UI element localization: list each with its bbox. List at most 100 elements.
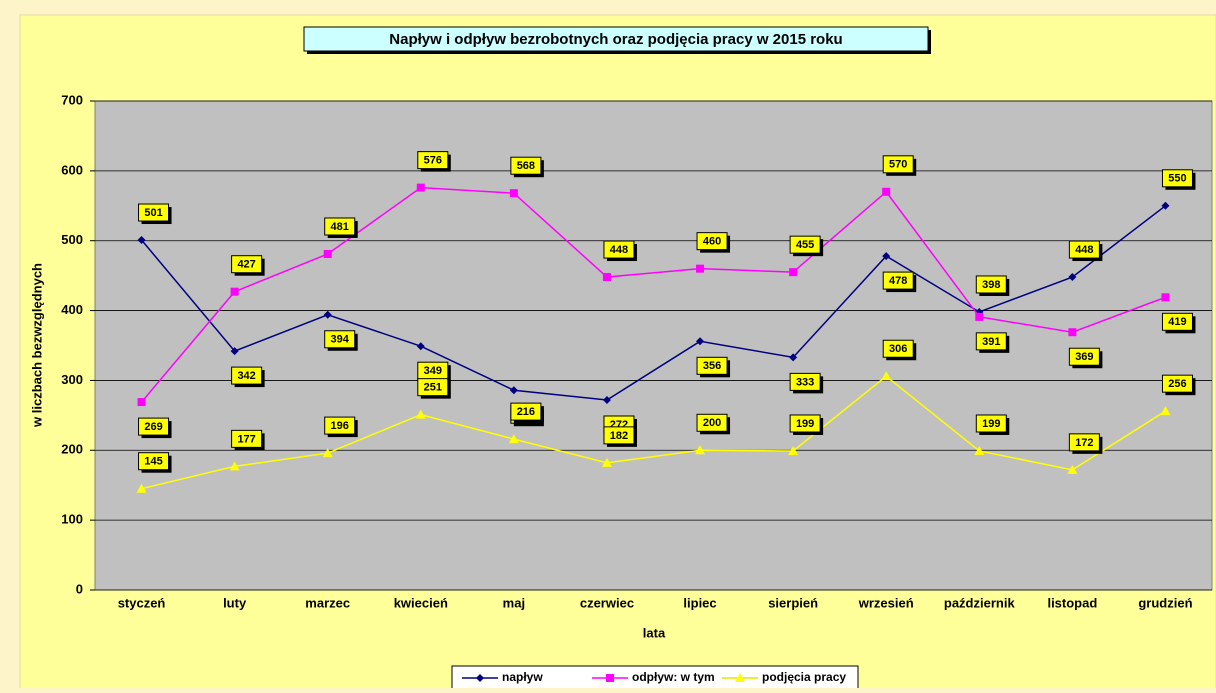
label-box — [696, 413, 728, 432]
data-label: 251 — [424, 382, 442, 394]
title-box — [303, 26, 929, 52]
marker — [1160, 406, 1171, 416]
x-tick-label: styczeń — [118, 595, 166, 610]
data-label: 427 — [237, 259, 255, 271]
x-tick-label: maj — [503, 595, 525, 610]
label-box — [975, 275, 1007, 294]
x-tick-label: lipiec — [683, 595, 716, 610]
label-box — [975, 414, 1007, 433]
label-box — [1161, 374, 1193, 393]
marker — [695, 445, 706, 455]
x-tick-label: wrzesień — [858, 595, 914, 610]
marker — [509, 386, 518, 395]
series-line — [141, 375, 1166, 490]
label-box — [324, 416, 356, 435]
label-box — [603, 240, 635, 259]
marker — [1068, 273, 1077, 282]
legend-label: podjęcia pracy — [762, 670, 846, 684]
x-tick-label: kwiecień — [394, 595, 448, 610]
marker — [230, 347, 239, 356]
marker — [230, 287, 239, 296]
label-box — [696, 356, 728, 375]
data-label: 199 — [796, 418, 814, 430]
data-label: 342 — [237, 370, 255, 382]
y-tick-label: 400 — [61, 302, 83, 317]
marker — [1161, 201, 1170, 210]
y-tick-label: 200 — [61, 442, 83, 457]
marker — [881, 371, 892, 381]
marker — [416, 342, 425, 351]
y-axis-title: w liczbach bezwzględnych — [29, 263, 44, 428]
label-box — [603, 426, 635, 445]
marker — [476, 674, 484, 682]
marker — [416, 183, 425, 192]
label-box — [1161, 169, 1193, 188]
data-label: 448 — [610, 244, 628, 256]
label-box — [231, 255, 263, 274]
marker — [882, 252, 891, 261]
x-axis-title: lata — [643, 625, 666, 640]
legend-label: odpływ: w tym — [632, 670, 715, 684]
data-label: 369 — [1075, 351, 1093, 363]
marker — [601, 457, 612, 467]
data-label: 570 — [889, 159, 907, 171]
marker — [882, 187, 891, 196]
marker — [696, 337, 705, 346]
marker — [788, 445, 799, 455]
label-box — [138, 203, 170, 222]
marker — [136, 483, 147, 493]
marker — [1067, 464, 1078, 474]
x-tick-label: luty — [223, 595, 247, 610]
y-tick-label: 300 — [61, 372, 83, 387]
data-label: 200 — [703, 417, 721, 429]
marker — [137, 398, 146, 407]
label-box — [1161, 312, 1193, 331]
label-box — [882, 155, 914, 174]
label-box — [975, 332, 1007, 351]
y-tick-label: 600 — [61, 162, 83, 177]
label-box — [231, 429, 263, 448]
data-label: 306 — [889, 343, 907, 355]
label-box — [789, 372, 821, 391]
marker — [508, 434, 519, 444]
label-box — [138, 417, 170, 436]
series-line — [140, 205, 1166, 401]
marker — [1161, 293, 1170, 302]
label-box — [417, 378, 449, 397]
data-label: 460 — [703, 236, 721, 248]
data-label: 455 — [796, 239, 814, 251]
label-box — [324, 217, 356, 236]
data-label: 501 — [144, 207, 162, 219]
data-label: 478 — [889, 275, 907, 287]
marker — [322, 448, 333, 458]
marker — [415, 409, 426, 419]
data-label: 172 — [1075, 437, 1093, 449]
label-box — [1068, 240, 1100, 259]
label-box — [510, 402, 542, 421]
x-tick-label: sierpień — [768, 595, 818, 610]
label-box — [882, 339, 914, 358]
marker — [606, 674, 614, 682]
data-label: 394 — [331, 334, 350, 346]
label-box — [1068, 433, 1100, 452]
marker — [509, 189, 518, 198]
legend-label: napływ — [502, 670, 543, 684]
marker — [323, 249, 332, 258]
y-tick-label: 700 — [61, 92, 83, 107]
label-box — [510, 156, 542, 175]
data-label: 398 — [982, 279, 1000, 291]
data-label: 576 — [424, 155, 442, 167]
label-box — [138, 452, 170, 471]
data-label: 216 — [517, 406, 535, 418]
label-box — [417, 151, 449, 170]
marker — [975, 312, 984, 321]
label-box — [882, 271, 914, 290]
label-box — [231, 366, 263, 385]
marker — [974, 445, 985, 455]
label-box — [324, 330, 356, 349]
data-label: 356 — [703, 360, 721, 372]
data-label: 333 — [796, 376, 814, 388]
data-label: 550 — [1168, 173, 1186, 185]
marker — [789, 353, 798, 362]
